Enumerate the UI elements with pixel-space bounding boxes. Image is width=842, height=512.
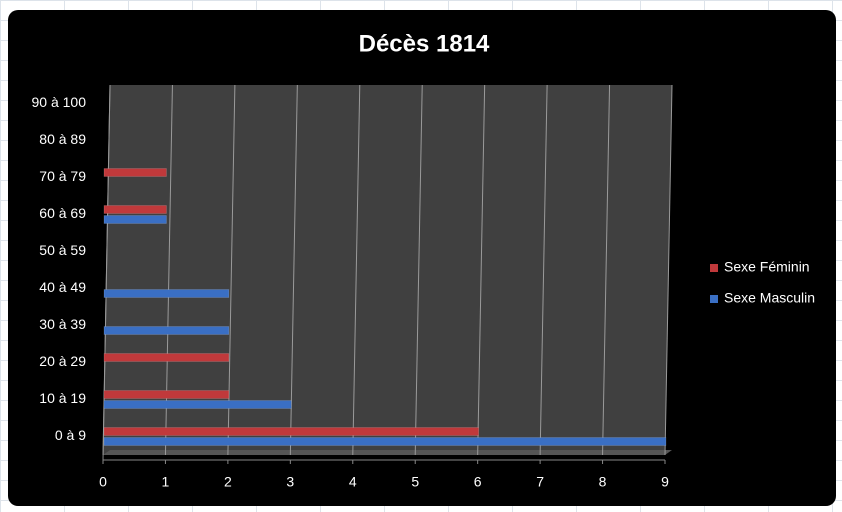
- x-tick-label: 7: [536, 474, 544, 490]
- x-tick-label: 0: [99, 474, 107, 490]
- y-tick-label: 0 à 9: [55, 427, 86, 443]
- grid-line: [477, 84, 486, 456]
- y-tick-label: 70 à 79: [39, 168, 86, 184]
- x-tick-label: 5: [411, 474, 419, 490]
- bar: [103, 390, 230, 399]
- bar: [103, 353, 230, 362]
- bar: [103, 168, 167, 177]
- bar: [103, 326, 230, 335]
- plot-floor: [103, 450, 672, 455]
- plot-wall: [103, 85, 672, 455]
- bar: [103, 289, 230, 298]
- grid-line: [414, 84, 423, 456]
- bar: [103, 215, 167, 224]
- bar: [103, 427, 479, 436]
- grid-line: [227, 84, 236, 456]
- grid-line: [289, 84, 298, 456]
- y-tick-label: 90 à 100: [32, 94, 87, 110]
- y-tick-label: 30 à 39: [39, 316, 86, 332]
- x-tick-label: 2: [224, 474, 232, 490]
- bar: [103, 437, 667, 446]
- grid-line: [602, 84, 611, 456]
- legend-label: Sexe Masculin: [724, 290, 815, 306]
- x-tick-label: 3: [286, 474, 294, 490]
- legend-label: Sexe Féminin: [724, 259, 810, 275]
- grid-line: [664, 84, 673, 456]
- chart-title: Décès 1814: [359, 30, 490, 57]
- x-tick-label: 1: [162, 474, 170, 490]
- y-tick-label: 80 à 89: [39, 131, 86, 147]
- grid-line: [352, 84, 361, 456]
- y-tick-label: 20 à 29: [39, 353, 86, 369]
- x-tick-label: 9: [661, 474, 669, 490]
- legend-swatch: [710, 264, 718, 272]
- bar: [103, 400, 292, 409]
- y-tick-label: 50 à 59: [39, 242, 86, 258]
- y-tick-label: 60 à 69: [39, 205, 86, 221]
- x-tick-label: 8: [599, 474, 607, 490]
- y-tick-label: 40 à 49: [39, 279, 86, 295]
- x-tick-label: 4: [349, 474, 357, 490]
- bar: [103, 205, 167, 214]
- grid-line: [539, 84, 548, 456]
- y-tick-label: 10 à 19: [39, 390, 86, 406]
- legend-swatch: [710, 295, 718, 303]
- x-tick-label: 6: [474, 474, 482, 490]
